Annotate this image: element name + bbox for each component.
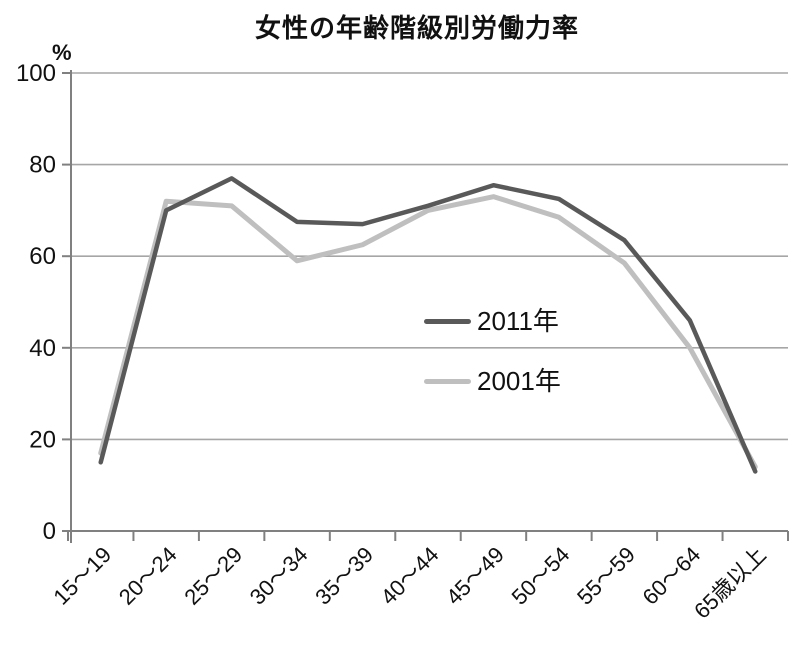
x-axis-category-label: 40〜44 (376, 542, 444, 610)
y-axis-tick-label: 60 (29, 243, 56, 270)
x-axis-category-label: 20〜24 (114, 542, 182, 610)
y-axis-tick-label: 80 (29, 152, 56, 179)
x-axis-category-label: 45〜49 (441, 542, 509, 610)
legend-line-swatch-2011 (424, 318, 471, 324)
y-axis-tick-label: 40 (29, 335, 56, 362)
y-axis-tick-label: 20 (29, 426, 56, 453)
y-axis-tick-label: 100 (16, 60, 56, 87)
chart-title: 女性の年齢階級別労働力率 (254, 13, 579, 43)
series-line-2011年 (98, 176, 758, 474)
legend-line-swatch-2001 (424, 378, 471, 384)
x-axis-category-label: 25〜29 (179, 542, 247, 610)
legend-label-2001: 2001年 (477, 366, 561, 396)
x-axis-category-label: 30〜34 (245, 542, 313, 610)
legend: 2011年 2001年 (424, 306, 561, 396)
x-axis-category-label: 50〜54 (507, 542, 575, 610)
x-axis-category-label: 65歳以上 (689, 542, 771, 624)
legend-item-2001: 2001年 (424, 366, 561, 396)
y-axis-unit-label: % (52, 40, 72, 65)
x-axis-category-label: 35〜39 (310, 542, 378, 610)
series-line-2001年 (98, 194, 758, 470)
legend-item-2011: 2011年 (424, 306, 561, 336)
legend-label-2011: 2011年 (477, 306, 559, 336)
x-axis-category-label: 15〜19 (48, 542, 116, 610)
x-axis-category-label: 55〜59 (572, 542, 640, 610)
y-axis-tick-label: 0 (43, 518, 56, 545)
